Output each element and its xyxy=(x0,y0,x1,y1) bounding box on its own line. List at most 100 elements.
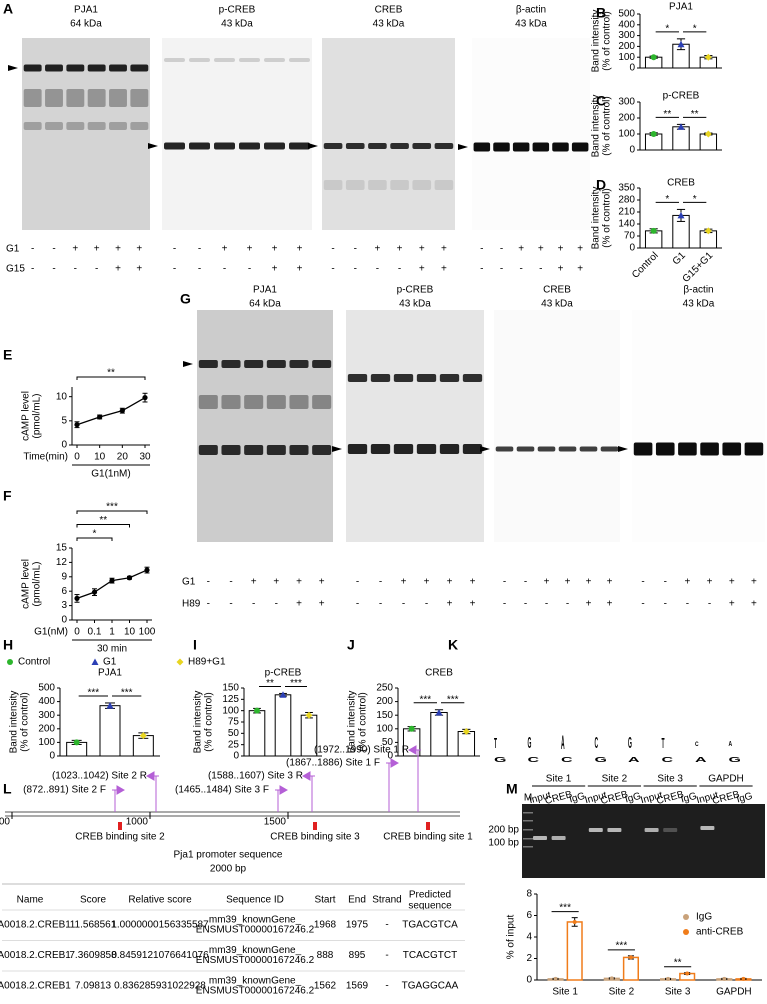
significance-label: ** xyxy=(663,109,671,120)
band xyxy=(537,446,556,452)
lane-sign: - xyxy=(524,599,527,610)
band xyxy=(434,143,454,149)
legend-label: H89+G1 xyxy=(188,657,226,668)
logo-letter-minor: G xyxy=(729,756,741,764)
lane-sign: - xyxy=(500,264,503,275)
band-arrow xyxy=(183,361,193,367)
logo-letter: G xyxy=(628,733,632,752)
lane-sign: - xyxy=(229,577,232,588)
band xyxy=(552,142,569,152)
significance-label: * xyxy=(665,194,669,205)
lane-sign: - xyxy=(198,264,201,275)
blot-image xyxy=(346,310,484,542)
band xyxy=(558,446,577,452)
y-axis-label: Band intensity xyxy=(347,691,358,754)
table-header: Relative score xyxy=(128,895,192,906)
lane-sign: - xyxy=(425,599,428,610)
band xyxy=(289,395,309,409)
protein-name: p-CREB xyxy=(397,285,434,296)
band xyxy=(579,446,598,452)
band xyxy=(744,442,764,456)
lane-sign: - xyxy=(545,599,548,610)
lane-sign: + xyxy=(577,244,583,255)
point xyxy=(666,976,671,981)
lane-sign: + xyxy=(136,264,142,275)
lane-sign: + xyxy=(115,264,121,275)
chart-title: PJA1 xyxy=(98,668,122,679)
point xyxy=(572,919,577,924)
band xyxy=(345,143,365,149)
band xyxy=(239,58,260,62)
point xyxy=(254,707,260,714)
binding-site-label: CREB binding site 2 xyxy=(75,832,165,843)
panel-letter: A xyxy=(3,1,13,17)
point xyxy=(176,658,184,666)
logo-letter-minor: C xyxy=(561,756,573,764)
band xyxy=(87,122,106,130)
table-cell: - xyxy=(385,981,388,992)
point xyxy=(704,227,712,235)
blot-image xyxy=(197,310,333,542)
point xyxy=(74,422,80,428)
lane-sign: - xyxy=(356,599,359,610)
y-tick-label: 500 xyxy=(618,9,635,20)
table-cell: 7.3609858 xyxy=(69,950,117,961)
x-axis-label: Time(min) xyxy=(23,452,68,463)
primer-label: (872..891) Site 2 F xyxy=(23,785,106,796)
band-arrow xyxy=(332,446,342,452)
table-cell: mm39_knownGene_ xyxy=(209,945,302,956)
y-tick-label: 400 xyxy=(38,696,55,707)
band xyxy=(390,143,409,149)
table-cell: ENSMUST00000167246.2 xyxy=(196,986,315,997)
primer-label: (1867..1886) Site 1 F xyxy=(286,758,380,769)
size-label: 200 bp xyxy=(488,825,519,836)
band xyxy=(164,58,185,62)
band-arrow xyxy=(8,65,18,71)
band xyxy=(495,446,514,452)
y-axis-label: (pmol/mL) xyxy=(32,561,43,606)
y-axis-label: Band intensity xyxy=(591,187,602,250)
logo-letter: A xyxy=(729,740,733,748)
protein-size: 43 kDa xyxy=(373,19,405,30)
data-line xyxy=(76,397,146,426)
x-tick-label: 0.1 xyxy=(88,627,102,638)
significance-label: ** xyxy=(674,957,682,968)
band xyxy=(87,64,106,72)
lane-sign: - xyxy=(52,244,55,255)
logo-letter-minor: C xyxy=(528,756,540,764)
panel-letter: B xyxy=(596,5,606,21)
y-tick-label: 3 xyxy=(61,600,67,611)
y-tick-label: 100 xyxy=(376,723,393,734)
lane-sign: + xyxy=(272,244,278,255)
lane-label: M xyxy=(524,793,532,804)
table-cell: ENSMUST00000167246.2 xyxy=(196,925,315,936)
group-label: Site 3 xyxy=(657,774,683,785)
y-tick-label: 140 xyxy=(618,219,635,230)
band xyxy=(66,122,85,130)
band xyxy=(412,180,432,190)
binding-site-label: CREB binding site 1 xyxy=(383,832,473,843)
gel-band xyxy=(644,828,659,832)
table-cell: MA0018.2.CREB1 xyxy=(0,920,71,931)
lane-sign: + xyxy=(136,244,142,255)
y-tick-label: 0 xyxy=(629,145,635,156)
lane-sign: + xyxy=(247,244,253,255)
band xyxy=(289,445,309,455)
protein-size: 43 kDa xyxy=(541,299,573,310)
lane-sign: - xyxy=(539,264,542,275)
y-tick-label: 0 xyxy=(61,615,67,626)
lane-sign: - xyxy=(74,264,77,275)
primer-arrow xyxy=(301,771,315,781)
band xyxy=(198,395,218,409)
point xyxy=(91,658,99,665)
lane-sign: + xyxy=(401,577,407,588)
legend-label: anti-CREB xyxy=(696,927,744,938)
lane-sign: - xyxy=(248,264,251,275)
primer-arrow xyxy=(145,771,159,781)
y-tick-label: 6 xyxy=(61,586,67,597)
table-cell: 0.8459121076641076 xyxy=(111,950,209,961)
group-label: GAPDH xyxy=(708,774,744,785)
band xyxy=(462,374,483,382)
lane-sign: - xyxy=(31,264,34,275)
point xyxy=(144,567,150,573)
